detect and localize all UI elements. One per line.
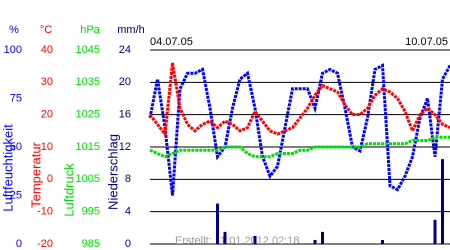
series-line: [148, 62, 450, 138]
axis-title: Niederschlag: [105, 134, 120, 210]
y-tick-label: -10: [37, 206, 53, 218]
y-tick-label: 0: [47, 173, 53, 185]
y-tick-label: 100: [4, 44, 22, 56]
bar: [381, 239, 384, 244]
bar: [223, 231, 227, 244]
y-tick-label: 0: [125, 238, 131, 250]
y-tick-label: 995: [82, 206, 100, 218]
y-tick-label: 1035: [76, 76, 100, 88]
series-line: [148, 63, 450, 196]
bar: [313, 239, 317, 244]
bar: [433, 219, 437, 244]
y-tick-label: 24: [119, 44, 131, 56]
footnote: Erstellt: 11.01.2012 02:18: [175, 235, 300, 247]
y-tick-label: 1005: [76, 173, 100, 185]
y-tick-label: 1045: [76, 44, 100, 56]
y-tick-label: 985: [82, 238, 100, 250]
y-tick-label: 12: [119, 141, 131, 153]
plot: [148, 62, 450, 244]
y-tick-label: -20: [37, 238, 53, 250]
series-line: [149, 135, 450, 159]
bar: [441, 159, 444, 244]
axis-unit: hPa: [80, 24, 100, 36]
y-tick-label: 25: [10, 189, 22, 201]
axis-title: Luftfeuchtigkeit: [0, 124, 15, 212]
y-tick-label: 50: [10, 141, 22, 153]
y-tick-label: 20: [119, 76, 131, 88]
axis-unit: %: [9, 24, 19, 36]
y-tick-label: 0: [16, 238, 22, 250]
bar: [253, 235, 257, 244]
y-tick-label: 16: [119, 109, 131, 121]
bar: [216, 203, 219, 244]
y-tick-label: 30: [41, 76, 53, 88]
axis-unit: °C: [40, 24, 52, 36]
axis-title: Luftdruck: [61, 163, 76, 217]
bar: [321, 231, 324, 244]
end-date: 10.07.05: [405, 36, 448, 48]
y-tick-label: 10: [41, 141, 53, 153]
y-tick-label: 20: [41, 109, 53, 121]
y-tick-label: 4: [125, 206, 131, 218]
y-tick-label: 40: [41, 44, 53, 56]
axis-unit: mm/h: [117, 24, 145, 36]
axis-title: Temperatur: [28, 141, 43, 207]
y-tick-label: 1025: [76, 109, 100, 121]
y-tick-label: 75: [10, 92, 22, 104]
y-tick-label: 8: [125, 173, 131, 185]
start-date: 04.07.05: [150, 36, 193, 48]
y-tick-label: 1015: [76, 141, 100, 153]
